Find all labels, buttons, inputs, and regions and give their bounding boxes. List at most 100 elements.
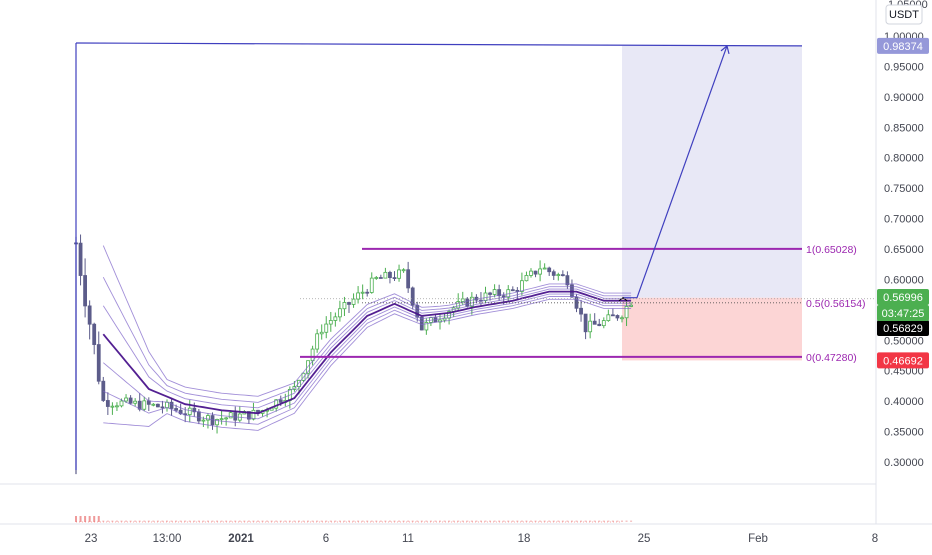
volume-bar — [484, 520, 487, 522]
volume-bar — [179, 520, 182, 522]
candle-body — [360, 291, 365, 294]
volume-bar — [320, 520, 323, 522]
candle-body — [620, 317, 624, 320]
volume-bar — [420, 520, 423, 522]
volume-bar — [243, 520, 246, 522]
volume-bar — [106, 520, 109, 522]
candle-body — [315, 333, 320, 350]
y-tick-label: 0.50000 — [884, 335, 924, 347]
candle-body — [560, 274, 565, 277]
candle-body — [551, 271, 556, 276]
y-tick-label: 0.30000 — [884, 457, 924, 469]
x-tick-label: Feb — [748, 533, 768, 545]
y-tick-label: 0.85000 — [884, 122, 924, 134]
candle-body — [160, 406, 165, 409]
y-tick-label: 0.70000 — [884, 214, 924, 226]
candle-body — [142, 400, 147, 410]
volume-bar — [234, 520, 237, 522]
volume-bar — [379, 520, 382, 522]
volume-bar — [502, 520, 505, 522]
volume-bar — [584, 520, 587, 522]
volume-bar — [425, 520, 428, 522]
volume-bar — [288, 520, 291, 522]
volume-bar — [261, 520, 264, 522]
candle-body — [460, 298, 465, 302]
fib-level-label: 1(0.65028) — [806, 244, 857, 256]
volume-bar — [479, 520, 482, 522]
volume-bar — [170, 520, 173, 522]
ma-ribbon-line — [102, 276, 632, 403]
volume-bar — [138, 520, 141, 522]
target-zone — [622, 45, 802, 298]
candle-body — [246, 411, 251, 420]
volume-bar — [75, 516, 77, 522]
volume-bar — [493, 520, 496, 522]
trend-line-top — [75, 42, 803, 47]
volume-bar — [498, 520, 501, 522]
candle-body — [397, 269, 401, 279]
volume-bar — [407, 520, 410, 522]
candle-body — [533, 270, 538, 275]
candle-body — [78, 242, 83, 276]
volume-bar — [384, 520, 387, 522]
volume-bar — [166, 520, 168, 522]
volume-bar — [370, 520, 373, 522]
candle-body — [611, 314, 615, 317]
volume-bar — [152, 520, 155, 522]
candle-body — [87, 305, 92, 325]
volume-bar — [279, 520, 282, 522]
volume-bar — [352, 520, 355, 522]
candle-body — [110, 405, 115, 408]
volume-bar — [252, 520, 255, 522]
volume-bar — [520, 520, 523, 522]
volume-bar — [270, 520, 273, 522]
fib-level-label: 0(0.47280) — [806, 352, 857, 364]
volume-bar — [348, 520, 350, 522]
volume-bar — [439, 520, 441, 522]
volume-bar — [266, 520, 269, 522]
y-tick-label: 0.90000 — [884, 92, 924, 104]
entry-marker — [618, 297, 628, 302]
volume-bar — [561, 520, 564, 522]
volume-bar — [434, 520, 437, 522]
candle-body — [206, 415, 210, 421]
candle-body — [201, 419, 206, 422]
candle-body — [324, 323, 329, 333]
candle-body — [347, 302, 351, 305]
volume-bar — [111, 520, 114, 522]
candle-body — [319, 331, 324, 335]
countdown-badge — [877, 305, 929, 321]
y-tick-label: 0.65000 — [884, 244, 924, 256]
currency-badge[interactable] — [885, 4, 923, 25]
projection-arrow-line — [623, 45, 728, 299]
volume-bar — [147, 520, 150, 522]
ma-ribbon-line — [102, 245, 632, 397]
volume-bar — [257, 520, 259, 522]
volume-bar — [429, 520, 432, 522]
volume-bar — [115, 520, 118, 522]
candle-body — [624, 306, 629, 319]
volume-bar — [607, 520, 610, 522]
volume-bar — [197, 520, 200, 522]
candle-body — [174, 408, 179, 411]
volume-bar — [375, 520, 378, 522]
volume-bar — [625, 520, 628, 522]
volume-bar — [247, 520, 250, 522]
candle-body — [342, 302, 347, 310]
volume-bar — [602, 520, 605, 522]
candle-body — [369, 277, 374, 293]
volume-bar — [307, 520, 310, 522]
volume-bar — [316, 520, 319, 522]
volume-bar — [616, 520, 619, 522]
volume-bar — [275, 520, 278, 522]
volume-bar — [489, 520, 492, 522]
volume-bar — [475, 520, 478, 522]
candle-body — [483, 292, 488, 302]
volume-bar — [525, 520, 528, 522]
price-badge — [877, 320, 929, 336]
volume-bar — [598, 520, 601, 522]
axis-layer: 1.000000.950000.900000.850000.800000.750… — [75, 31, 924, 545]
price-badge — [877, 37, 929, 54]
volume-bar — [366, 520, 369, 522]
header-layer: 1.05000 USDT — [885, 0, 928, 25]
